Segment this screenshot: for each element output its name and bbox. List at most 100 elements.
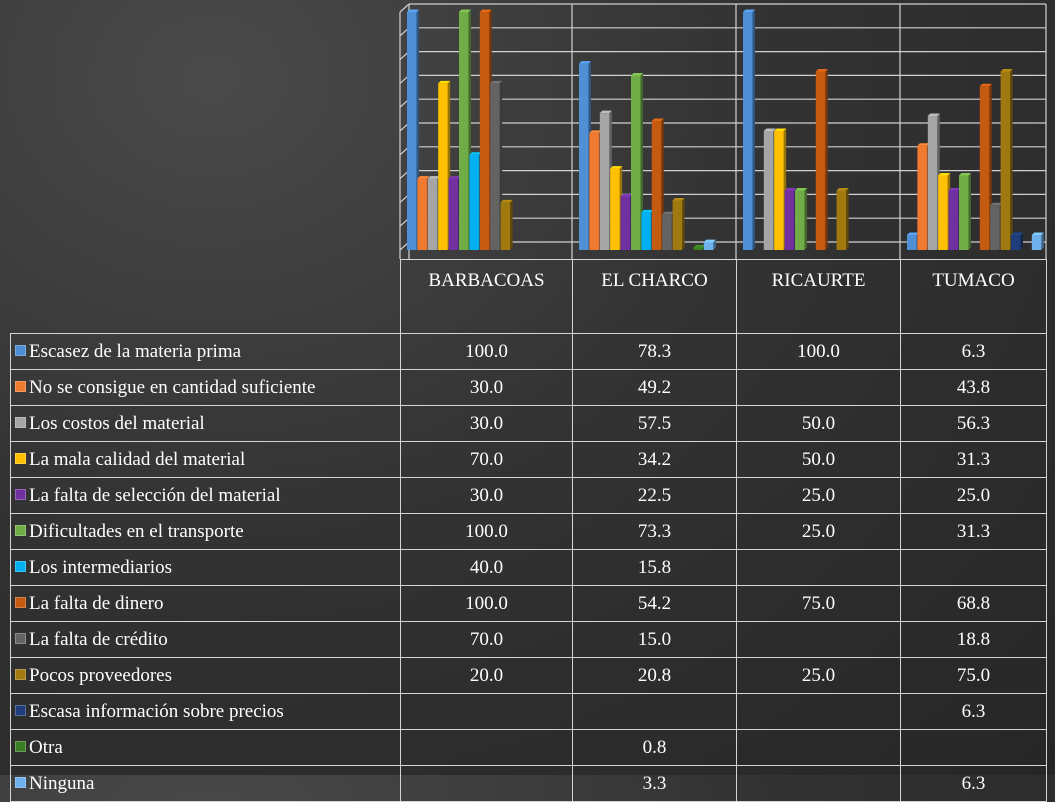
bar-top xyxy=(1011,232,1023,236)
data-label: 43.8 xyxy=(900,369,1047,406)
bar-side xyxy=(682,197,685,250)
bar-front xyxy=(836,190,847,250)
data-label: 30.0 xyxy=(400,405,573,442)
table-row: Los intermediarios 40.0 15.8 xyxy=(10,549,1047,586)
bar-chart xyxy=(399,3,1047,259)
data-label: 22.5 xyxy=(572,477,737,514)
bar-front xyxy=(1000,71,1011,250)
bar-el-charco-series-12 xyxy=(693,245,706,250)
bar-top xyxy=(459,9,471,12)
bar-top xyxy=(990,202,1003,206)
bar-top xyxy=(743,9,755,12)
legend-entry: Dificultades en el transporte xyxy=(10,513,401,550)
series-name: La falta de selección del material xyxy=(29,484,281,506)
bar-top xyxy=(1031,232,1044,236)
bar-top xyxy=(599,110,612,114)
data-label: 70.0 xyxy=(400,441,573,478)
bar-top xyxy=(641,209,654,213)
series-name: Dificultades en el transporte xyxy=(29,520,244,542)
bar-tumaco-series-5 xyxy=(948,188,961,250)
data-label: 20.0 xyxy=(400,657,573,694)
bar-top xyxy=(417,176,430,179)
data-label xyxy=(900,729,1047,766)
bar-top xyxy=(938,173,951,176)
bar-front xyxy=(427,178,438,250)
data-label: 50.0 xyxy=(736,441,901,478)
data-label: 15.8 xyxy=(572,549,737,586)
data-label: 56.3 xyxy=(900,405,1047,442)
data-label: 3.3 xyxy=(572,765,737,802)
data-label: 68.8 xyxy=(900,585,1047,622)
data-label: 100.0 xyxy=(400,513,573,550)
data-label: 25.0 xyxy=(736,477,901,514)
bar-ricaurte-series-1 xyxy=(743,9,755,250)
series-name: La mala calidad del material xyxy=(29,448,246,470)
data-label xyxy=(736,729,901,766)
bar-front xyxy=(703,242,714,250)
bar-ricaurte-series-5 xyxy=(784,188,797,250)
data-label: 78.3 xyxy=(572,333,737,370)
bar-tumaco-series-3 xyxy=(927,113,940,250)
bar-front xyxy=(438,83,448,251)
table-row: Escasez de la materia prima 100.0 78.3 100.… xyxy=(10,333,1047,370)
table-row: La mala calidad del material 70.0 34.2 50.0… xyxy=(10,441,1047,478)
bar-el-charco-series-1 xyxy=(579,61,591,251)
table-row: La falta de dinero 100.0 54.2 75.0 68.8 xyxy=(10,585,1047,622)
data-label xyxy=(900,549,1047,586)
bar-front xyxy=(774,131,784,250)
bar-tumaco-series-11 xyxy=(1011,232,1023,250)
bar-front xyxy=(743,12,753,250)
bar-front xyxy=(948,190,959,250)
bar-top xyxy=(427,176,440,179)
bar-top xyxy=(438,80,451,84)
data-label: 30.0 xyxy=(400,477,573,514)
data-label: 31.3 xyxy=(900,441,1047,478)
data-label: 15.0 xyxy=(572,621,737,658)
bar-tumaco-series-1 xyxy=(907,232,919,250)
bar-top xyxy=(631,73,643,76)
bar-front xyxy=(662,214,672,250)
data-label: 6.3 xyxy=(900,333,1047,370)
bar-top xyxy=(784,188,797,191)
data-label: 6.3 xyxy=(900,693,1047,730)
data-label: 100.0 xyxy=(400,585,573,622)
bar-top xyxy=(774,128,787,131)
data-label xyxy=(736,369,901,406)
bar-front xyxy=(784,190,795,250)
data-label: 6.3 xyxy=(900,765,1047,802)
data-label: 70.0 xyxy=(400,621,573,658)
data-label: 50.0 xyxy=(736,405,901,442)
bar-top xyxy=(620,193,633,197)
legend-swatch xyxy=(15,416,26,428)
bar-el-charco-series-8 xyxy=(651,118,664,250)
bar-side xyxy=(510,199,513,250)
data-label xyxy=(400,729,573,766)
bar-front xyxy=(459,12,469,250)
bar-top xyxy=(836,188,849,191)
category-label: BARBACOAS xyxy=(400,259,573,334)
bar-top xyxy=(815,69,828,72)
bar-front xyxy=(631,75,641,251)
legend-entry: La mala calidad del material xyxy=(10,441,401,478)
table-row: La falta de selección del material 30.0 22… xyxy=(10,477,1047,514)
data-label: 49.2 xyxy=(572,369,737,406)
series-name: No se consigue en cantidad suficiente xyxy=(29,376,316,398)
bar-top xyxy=(959,173,971,176)
data-label: 100.0 xyxy=(400,333,573,370)
bar-ricaurte-series-8 xyxy=(815,69,828,250)
legend-swatch xyxy=(15,452,26,464)
data-label: 40.0 xyxy=(400,549,573,586)
bar-top xyxy=(795,188,807,191)
bar-front xyxy=(579,63,589,251)
bar-front xyxy=(610,168,620,250)
bar-front xyxy=(479,12,490,250)
bar-barbacoas-series-6 xyxy=(459,9,471,250)
bar-barbacoas-series-9 xyxy=(490,80,503,251)
bar-side xyxy=(1020,232,1023,250)
bar-top xyxy=(448,176,461,179)
data-label xyxy=(736,693,901,730)
bar-top xyxy=(1000,69,1013,72)
bar-top xyxy=(500,199,513,203)
bar-top xyxy=(672,197,685,201)
bar-front xyxy=(979,86,990,250)
